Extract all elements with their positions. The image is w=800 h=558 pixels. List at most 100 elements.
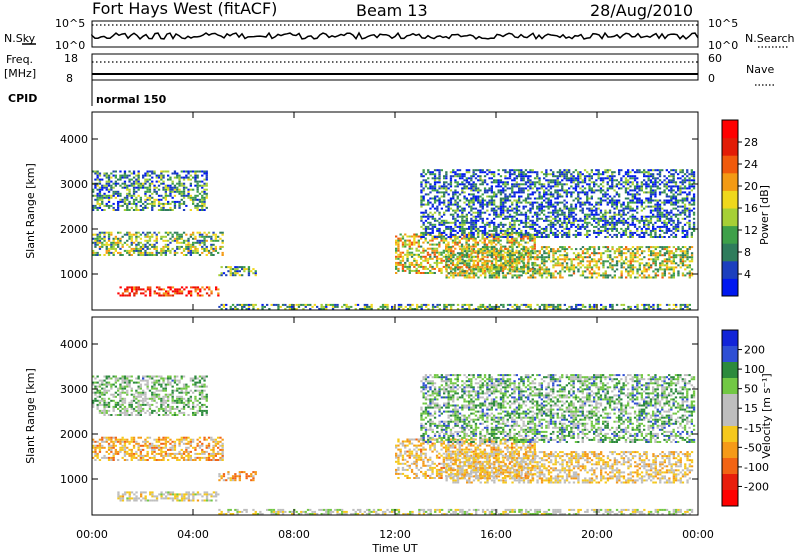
echo-cell	[128, 254, 130, 256]
echo-cell	[661, 262, 663, 264]
echo-cell	[124, 175, 126, 177]
echo-cell	[523, 208, 525, 210]
echo-cell	[541, 171, 543, 173]
echo-cell	[457, 202, 459, 204]
echo-cell	[625, 181, 627, 183]
echo-cell	[650, 258, 652, 260]
echo-cell	[201, 207, 203, 209]
echo-cell	[527, 171, 529, 173]
echo-cell	[534, 228, 536, 230]
echo-cell	[452, 268, 454, 270]
echo-cell	[566, 264, 568, 266]
echo-cell	[673, 260, 675, 262]
echo-cell	[609, 175, 611, 177]
echo-cell	[140, 183, 142, 185]
echo-cell	[135, 187, 137, 189]
echo-cell	[122, 244, 124, 246]
echo-cell	[566, 193, 568, 195]
echo-cell	[545, 220, 547, 222]
echo-cell	[511, 220, 513, 222]
echo-cell	[554, 212, 556, 214]
echo-cell	[183, 242, 185, 244]
echo-cell	[550, 226, 552, 228]
echo-cell	[564, 246, 566, 248]
echo-cell	[427, 169, 429, 171]
echo-cell	[548, 252, 550, 254]
echo-cell	[548, 206, 550, 208]
echo-cell	[222, 240, 224, 242]
echo-cell	[657, 270, 659, 272]
echo-cell	[438, 179, 440, 181]
echo-cell	[475, 198, 477, 200]
echo-cell	[525, 250, 527, 252]
echo-cell	[641, 270, 643, 272]
echo-cell	[203, 248, 205, 250]
echo-cell	[496, 248, 498, 250]
echo-cell	[511, 183, 513, 185]
echo-cell	[126, 250, 128, 252]
echo-cell	[210, 290, 212, 292]
echo-cell	[464, 250, 466, 252]
echo-cell	[131, 242, 133, 244]
echo-cell	[491, 222, 493, 224]
echo-cell	[500, 191, 502, 193]
echo-cell	[566, 175, 568, 177]
echo-cell	[482, 272, 484, 274]
echo-cell	[520, 187, 522, 189]
echo-cell	[144, 244, 146, 246]
echo-cell	[579, 234, 581, 236]
echo-cell	[452, 277, 454, 279]
echo-cell	[675, 266, 677, 268]
echo-cell	[673, 268, 675, 270]
echo-cell	[643, 191, 645, 193]
echo-cell	[520, 189, 522, 191]
echo-cell	[504, 177, 506, 179]
echo-cell	[406, 252, 408, 254]
echo-cell	[550, 216, 552, 218]
echo-cell	[185, 254, 187, 256]
echo-cell	[655, 246, 657, 248]
echo-cell	[616, 224, 618, 226]
echo-cell	[666, 252, 668, 254]
echo-cell	[636, 270, 638, 272]
echo-cell	[298, 306, 300, 308]
echo-cell	[529, 224, 531, 226]
echo-cell	[557, 230, 559, 232]
echo-cell	[466, 250, 468, 252]
echo-cell	[684, 252, 686, 254]
echo-cell	[584, 226, 586, 228]
echo-cell	[181, 185, 183, 187]
echo-cell	[395, 256, 397, 258]
echo-cell	[677, 264, 679, 266]
echo-cell	[511, 173, 513, 175]
echo-cell	[199, 242, 201, 244]
echo-cell	[518, 185, 520, 187]
echo-cell	[661, 246, 663, 248]
echo-cell	[473, 183, 475, 185]
echo-cell	[498, 226, 500, 228]
echo-cell	[609, 222, 611, 224]
echo-cell	[621, 256, 623, 258]
echo-cell	[532, 270, 534, 272]
echo-cell	[677, 248, 679, 250]
echo-cell	[636, 218, 638, 220]
echo-cell	[484, 179, 486, 181]
echo-cell	[602, 196, 604, 198]
echo-cell	[199, 232, 201, 234]
echo-cell	[521, 304, 523, 306]
echo-cell	[484, 232, 486, 234]
echo-cell	[557, 220, 559, 222]
echo-cell	[97, 193, 99, 195]
echo-cell	[571, 258, 573, 260]
echo-cell	[525, 232, 527, 234]
echo-cell	[210, 240, 212, 242]
echo-cell	[571, 274, 573, 276]
echo-cell	[507, 232, 509, 234]
echo-cell	[502, 304, 504, 306]
echo-cell	[230, 268, 232, 270]
echo-cell	[473, 208, 475, 210]
echo-cell	[616, 183, 618, 185]
echo-cell	[529, 204, 531, 206]
echo-cell	[461, 238, 463, 240]
echo-cell	[194, 181, 196, 183]
